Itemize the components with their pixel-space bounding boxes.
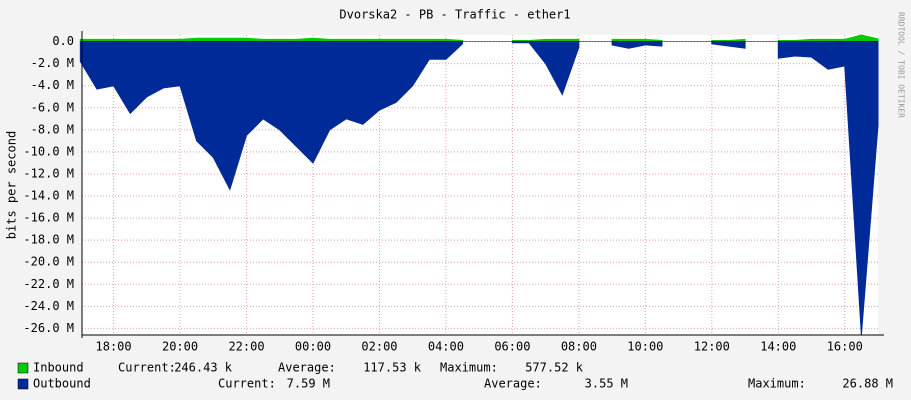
legend-swatch bbox=[17, 378, 29, 390]
x-tick-label: 04:00 bbox=[428, 340, 464, 354]
y-tick-label: -20.0 M bbox=[23, 255, 74, 269]
y-tick-label: -2.0 M bbox=[31, 56, 74, 70]
x-tick-label: 08:00 bbox=[561, 340, 597, 354]
x-tick-label: 02:00 bbox=[361, 340, 397, 354]
legend-stat-value: 3.55 M bbox=[585, 377, 628, 391]
legend-label: Inbound bbox=[33, 361, 84, 375]
y-tick-label: -8.0 M bbox=[31, 122, 74, 136]
y-tick-label: -14.0 M bbox=[23, 189, 74, 203]
x-tick-label: 10:00 bbox=[627, 340, 663, 354]
legend-stat-value: 577.52 k bbox=[525, 361, 584, 375]
y-tick-label: -18.0 M bbox=[23, 233, 74, 247]
area-1 bbox=[511, 41, 580, 96]
area-0 bbox=[79, 37, 464, 43]
x-tick-label: 12:00 bbox=[694, 340, 730, 354]
y-axis-label: bits per second bbox=[5, 131, 19, 239]
legend-stat-label: Average: bbox=[484, 377, 542, 391]
legend-stat-label: Maximum: bbox=[440, 361, 498, 375]
y-tick-label: -4.0 M bbox=[31, 78, 74, 92]
x-tick-label: 00:00 bbox=[295, 340, 331, 354]
x-tick-label: 14:00 bbox=[760, 340, 796, 354]
y-tick-label: -12.0 M bbox=[23, 166, 74, 180]
legend-stat-value: 246.43 k bbox=[174, 361, 233, 375]
y-tick-label: -6.0 M bbox=[31, 100, 74, 114]
legend-swatch bbox=[17, 362, 29, 374]
y-tick-label: -10.0 M bbox=[23, 144, 74, 158]
legend-stat-value: 26.88 M bbox=[842, 377, 893, 391]
legend-stat-value: 7.59 M bbox=[287, 377, 330, 391]
y-tick-label: 0.0 bbox=[52, 34, 74, 48]
legend-stat-label: Average: bbox=[278, 361, 336, 375]
legend-stat-label: Current: bbox=[118, 361, 176, 375]
area-0 bbox=[777, 34, 879, 43]
x-tick-label: 06:00 bbox=[494, 340, 530, 354]
x-tick-label: 22:00 bbox=[228, 340, 264, 354]
x-tick-label: 18:00 bbox=[96, 340, 132, 354]
y-tick-label: -24.0 M bbox=[23, 299, 74, 313]
y-tick-label: -22.0 M bbox=[23, 277, 74, 291]
legend-stat-label: Current: bbox=[218, 377, 276, 391]
y-tick-label: -16.0 M bbox=[23, 211, 74, 225]
area-1 bbox=[777, 41, 879, 336]
chart-title: Dvorska2 - PB - Traffic - ether1 bbox=[339, 8, 570, 22]
x-tick-label: 20:00 bbox=[162, 340, 198, 354]
legend-stat-label: Maximum: bbox=[748, 377, 806, 391]
y-tick-label: -26.0 M bbox=[23, 321, 74, 335]
x-tick-label: 16:00 bbox=[827, 340, 863, 354]
legend-stat-value: 117.53 k bbox=[363, 361, 422, 375]
legend-label: Outbound bbox=[33, 377, 91, 391]
area-1 bbox=[79, 41, 464, 191]
watermark: RRDTOOL / TOBI OETIKER bbox=[897, 12, 906, 118]
